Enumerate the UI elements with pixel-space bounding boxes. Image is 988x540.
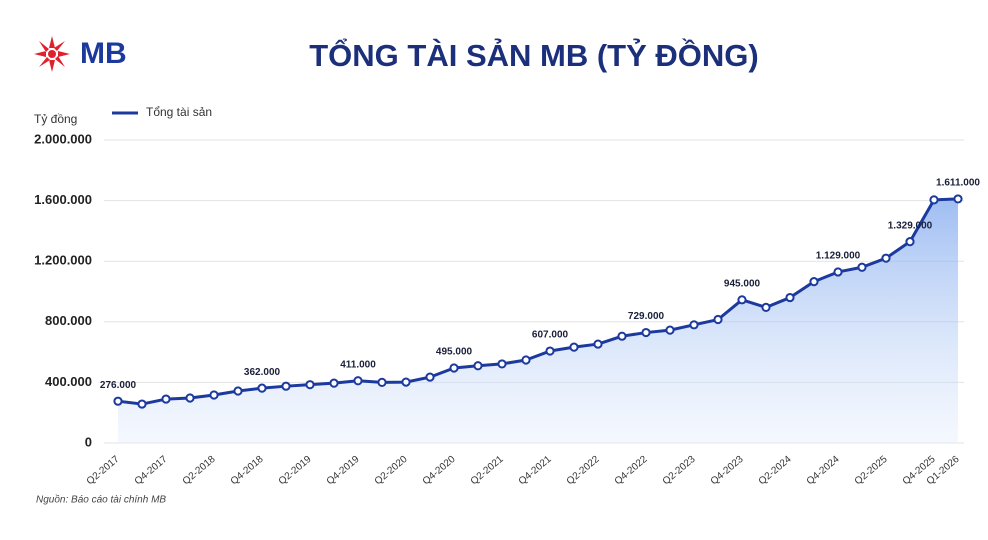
- point: [497, 359, 507, 369]
- point: [545, 346, 555, 356]
- point: [761, 302, 771, 313]
- point: [425, 372, 435, 382]
- data-label: 945.000: [724, 278, 761, 289]
- x-tick-label: Q4-2024: [805, 454, 842, 488]
- data-label: 1.329.000: [888, 220, 933, 231]
- point: [713, 314, 723, 325]
- point: [233, 386, 243, 396]
- point: [161, 394, 171, 404]
- point: [737, 295, 747, 305]
- y-tick-label: 1.200.000: [34, 253, 92, 268]
- point: [857, 262, 867, 272]
- point: [185, 393, 195, 403]
- x-tick-label: Q2-2024: [757, 454, 794, 488]
- x-tick-label: Q4-2019: [325, 454, 362, 488]
- y-tick-label: 2.000.000: [34, 131, 92, 146]
- data-label: 411.000: [340, 359, 376, 370]
- x-tick-label: Q4-2023: [709, 454, 746, 488]
- point: [521, 355, 531, 365]
- x-tick-label: Q2-2022: [565, 454, 602, 488]
- point: [113, 396, 123, 406]
- point: [569, 342, 579, 352]
- x-tick-label: Q2-2021: [469, 454, 506, 488]
- logo-text: MB: [80, 37, 127, 70]
- point: [953, 194, 963, 204]
- chart-title: TỔNG TÀI SẢN MB (TỶ ĐỒNG): [309, 37, 758, 73]
- point: [665, 325, 675, 335]
- point: [785, 292, 795, 303]
- data-label: 607.000: [532, 330, 569, 341]
- point: [329, 378, 339, 388]
- data-label: 1.611.000: [936, 178, 980, 189]
- y-tick-label: 1.600.000: [34, 192, 92, 207]
- y-tick-label: 0: [85, 434, 92, 449]
- point: [209, 390, 219, 400]
- point: [593, 339, 603, 349]
- x-tick-label: Q4-2018: [229, 454, 266, 488]
- x-tick-label: Q2-2017: [85, 454, 122, 488]
- point: [905, 237, 915, 247]
- x-tick-label: Q2-2019: [277, 454, 314, 488]
- legend-label: Tổng tài sản: [146, 105, 212, 119]
- x-tick-label: Q4-2021: [517, 454, 554, 488]
- data-label: 276.000: [100, 380, 137, 391]
- point: [929, 195, 939, 205]
- y-axis-label: Tỷ đồng: [34, 112, 77, 126]
- point: [377, 377, 387, 387]
- y-tick-label: 400.000: [45, 374, 92, 389]
- point: [353, 376, 363, 386]
- point: [401, 377, 411, 387]
- point: [281, 381, 291, 391]
- point: [809, 277, 819, 287]
- area: [118, 198, 958, 443]
- x-tick-label: Q4-2022: [613, 454, 650, 488]
- data-label: 1.129.000: [816, 251, 861, 262]
- logo-icon: [34, 36, 70, 72]
- point: [881, 253, 891, 263]
- data-label: 362.000: [244, 367, 281, 378]
- point: [833, 267, 843, 277]
- x-tick-label: Q2-2023: [661, 454, 698, 488]
- point: [689, 320, 699, 330]
- x-tick-label: Q4-2017: [133, 454, 170, 488]
- point: [257, 383, 267, 393]
- x-tick-label: Q4-2020: [421, 454, 458, 488]
- point: [617, 331, 627, 341]
- y-tick-label: 800.000: [45, 313, 92, 328]
- data-label: 729.000: [628, 311, 665, 322]
- source-note: Nguồn: Báo cáo tài chính MB: [36, 494, 166, 506]
- x-tick-label: Q2-2020: [373, 454, 410, 488]
- data-label: 495.000: [436, 347, 473, 358]
- point: [305, 380, 315, 390]
- point: [449, 363, 459, 373]
- x-tick-label: Q2-2025: [853, 454, 890, 488]
- point: [137, 399, 147, 409]
- point: [473, 361, 483, 371]
- point: [641, 327, 651, 338]
- x-tick-label: Q2-2018: [181, 454, 218, 488]
